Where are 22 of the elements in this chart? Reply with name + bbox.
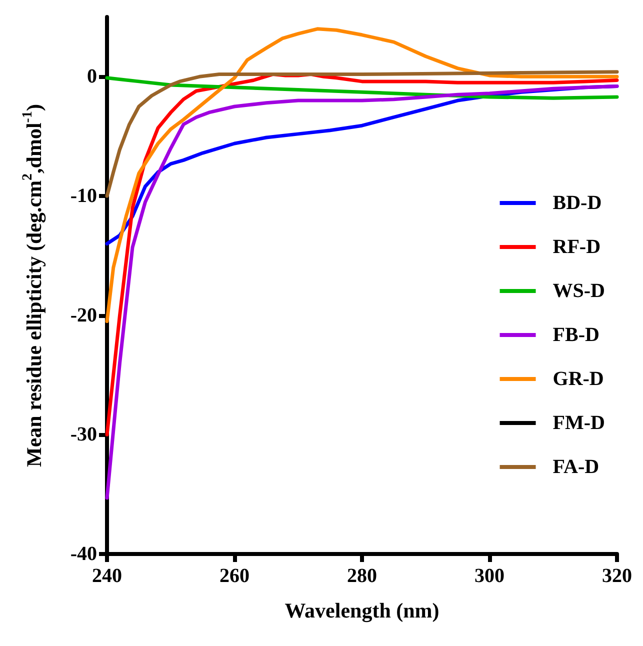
x-tick-label: 280 bbox=[347, 565, 377, 587]
line-series bbox=[105, 76, 619, 100]
y-tick-label: -40 bbox=[70, 543, 97, 565]
legend-label: FM-D bbox=[552, 412, 605, 434]
line-series bbox=[105, 84, 619, 500]
y-tick-label: -30 bbox=[70, 424, 97, 446]
x-axis-title: Wavelength (nm) bbox=[284, 598, 440, 622]
legend-label: FB-D bbox=[552, 324, 600, 346]
y-tick-label: -10 bbox=[70, 185, 97, 207]
y-tick-label: 0 bbox=[87, 66, 97, 88]
legend-label: BD-D bbox=[552, 192, 602, 214]
y-tick-label: -20 bbox=[70, 304, 97, 326]
legend-label: RF-D bbox=[552, 236, 601, 258]
x-tick-label: 260 bbox=[220, 565, 250, 587]
x-tick-label: 240 bbox=[92, 565, 122, 587]
line-series bbox=[105, 27, 619, 324]
legend-label: FA-D bbox=[552, 456, 600, 478]
x-tick-label: 320 bbox=[602, 565, 632, 587]
x-tick-label: 300 bbox=[474, 565, 504, 587]
legend-label: WS-D bbox=[552, 280, 606, 302]
y-axis-title: Mean residue ellipticity (deg.cm2,dmol-1) bbox=[20, 104, 46, 467]
legend-label: GR-D bbox=[552, 368, 604, 390]
